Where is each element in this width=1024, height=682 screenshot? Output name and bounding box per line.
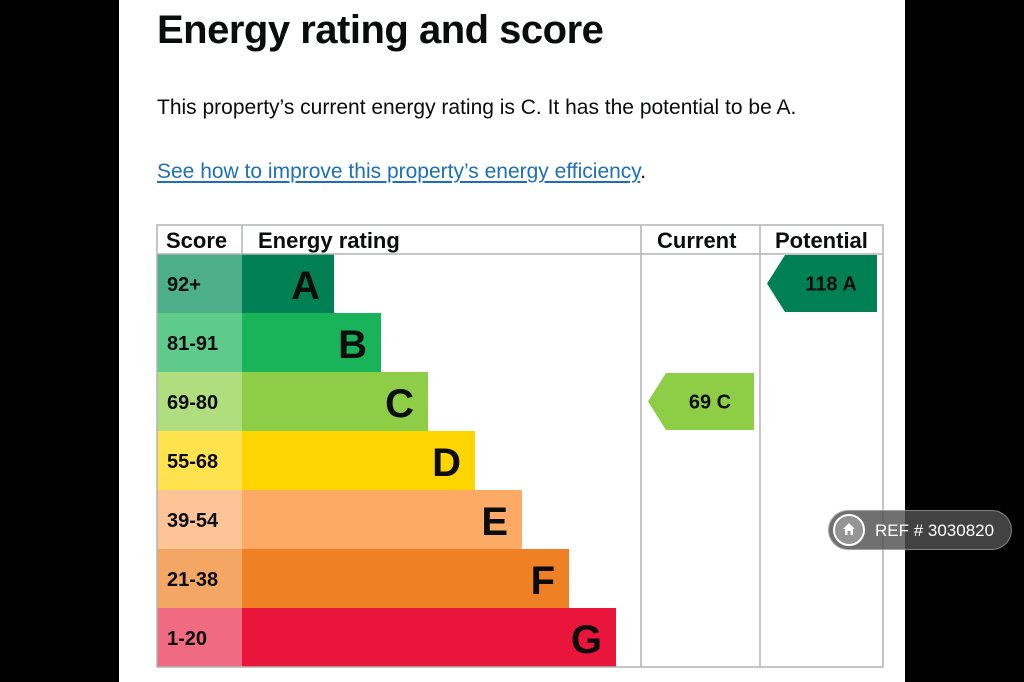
- score-label-b: 81-91: [167, 333, 218, 355]
- score-cell-g: [157, 608, 242, 667]
- score-label-g: 1-20: [167, 628, 207, 650]
- band-bar-f: [242, 549, 569, 608]
- band-letter-e: E: [481, 500, 508, 544]
- band-letter-d: D: [432, 441, 461, 485]
- band-letter-a: A: [291, 264, 320, 308]
- score-cell-f: [157, 549, 242, 608]
- band-bar-g: [242, 608, 616, 667]
- score-label-c: 69-80: [167, 392, 218, 414]
- current-rating-label: 69 C: [689, 392, 731, 414]
- score-cell-b: [157, 313, 242, 372]
- score-cell-d: [157, 431, 242, 490]
- chart-frame: [156, 224, 884, 668]
- band-letter-c: C: [385, 382, 414, 426]
- score-label-f: 21-38: [167, 569, 218, 591]
- reference-text: REF # 3030820: [875, 521, 995, 540]
- band-letter-f: F: [531, 559, 555, 603]
- current-rating-arrow: [648, 373, 754, 430]
- score-label-a: 92+: [167, 274, 201, 296]
- band-bar-b: [242, 313, 381, 372]
- score-cell-a: [157, 254, 242, 313]
- improve-efficiency-link[interactable]: See how to improve this property’s energ…: [157, 160, 641, 183]
- band-letter-g: G: [571, 618, 602, 662]
- header-energy-rating: Energy rating: [258, 228, 400, 253]
- improve-suffix: .: [640, 160, 647, 183]
- score-label-e: 39-54: [167, 510, 219, 532]
- band-bar-e: [242, 490, 522, 549]
- header-potential: Potential: [775, 228, 868, 253]
- score-cell-c: [157, 372, 242, 431]
- potential-rating-arrow: [767, 255, 877, 312]
- band-bar-c: [242, 372, 428, 431]
- band-bar-d: [242, 431, 475, 490]
- score-cell-e: [157, 490, 242, 549]
- reference-badge: REF # 3030820: [828, 510, 1012, 550]
- band-bar-a: [242, 254, 334, 313]
- band-letter-b: B: [338, 323, 367, 367]
- energy-rating-chart: Score Energy rating Current Potential 92+ A 81…: [156, 224, 884, 668]
- page-title: Energy rating and score: [157, 8, 604, 52]
- rating-summary: This property’s current energy rating is…: [157, 96, 797, 119]
- improve-paragraph: See how to improve this property’s energ…: [157, 160, 646, 184]
- home-icon: [833, 514, 865, 546]
- potential-rating-label: 118 A: [805, 274, 857, 296]
- energy-rating-page: Energy rating and score This property’s …: [119, 0, 905, 682]
- header-current: Current: [657, 228, 737, 253]
- header-score: Score: [166, 228, 227, 253]
- score-label-d: 55-68: [167, 451, 218, 473]
